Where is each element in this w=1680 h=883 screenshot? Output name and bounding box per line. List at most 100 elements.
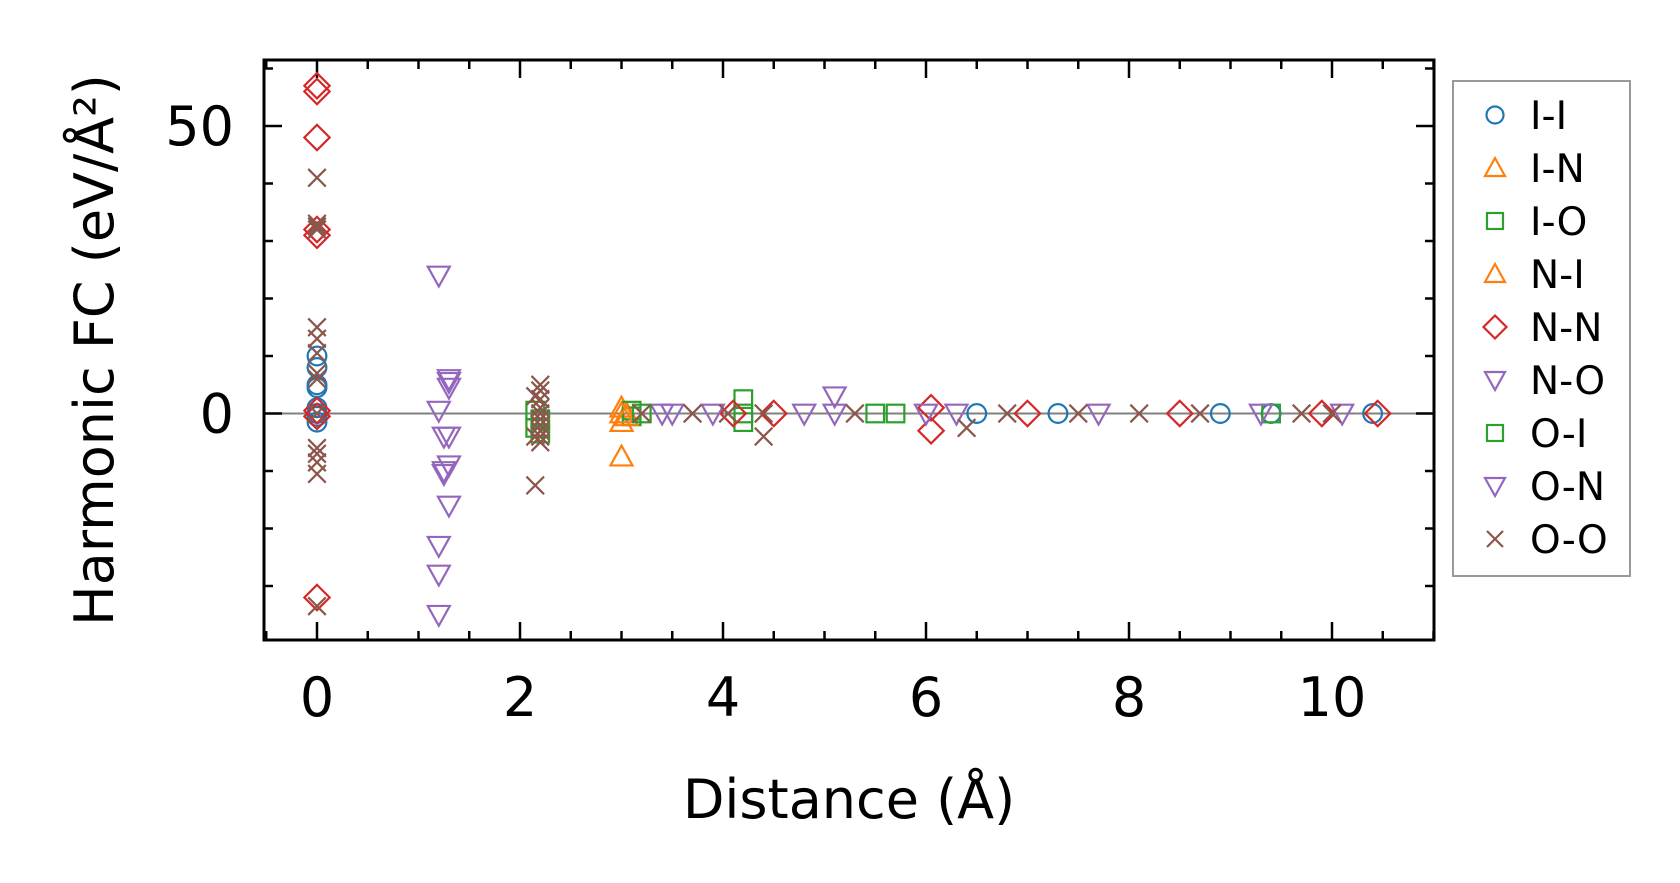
data-point	[733, 389, 754, 410]
legend-marker	[1485, 211, 1505, 231]
data-point	[436, 369, 462, 393]
data-point	[302, 123, 332, 152]
legend-marker	[1481, 313, 1509, 341]
plot-area: 0 2 4 6 8 10 0 50	[165, 58, 1436, 729]
data-point	[306, 357, 328, 378]
legend-marker	[1485, 423, 1505, 443]
legend-marker	[1485, 105, 1505, 125]
data-point	[608, 400, 635, 424]
data-point	[302, 71, 332, 100]
data-point	[1190, 403, 1210, 424]
x-tick-label: 2	[503, 666, 537, 729]
data-point	[425, 265, 452, 289]
data-point	[699, 403, 726, 427]
legend-label: I-O	[1530, 200, 1587, 245]
legend-label: I-I	[1530, 94, 1567, 139]
data-point	[307, 214, 327, 234]
data-point	[659, 403, 686, 427]
data-point	[821, 386, 848, 410]
data-point	[865, 403, 886, 424]
x-tick-label: 0	[300, 666, 334, 729]
legend-marker	[1483, 261, 1507, 284]
data-point	[307, 217, 327, 237]
series-o-i	[525, 400, 886, 438]
data-point	[1291, 403, 1312, 424]
data-point	[916, 416, 946, 445]
data-point	[307, 444, 327, 464]
data-point	[307, 596, 327, 616]
data-point	[431, 463, 457, 488]
data-point	[754, 403, 774, 424]
data-point	[302, 77, 332, 106]
x-tick-label: 6	[909, 666, 943, 729]
data-point	[307, 329, 327, 349]
data-point	[1248, 403, 1274, 427]
y-axis-ticks: 0 50	[165, 67, 1434, 588]
legend-frame	[1452, 80, 1631, 577]
data-point	[302, 402, 332, 431]
series-n-n	[302, 71, 1392, 612]
data-point	[307, 369, 327, 389]
data-point	[791, 403, 818, 427]
data-point	[525, 426, 545, 447]
data-markers	[302, 71, 1392, 629]
x-tick-label: 10	[1298, 666, 1367, 729]
plot-frame	[262, 58, 1436, 642]
data-point	[530, 389, 550, 409]
data-point	[1068, 403, 1088, 424]
legend-label: N-N	[1530, 306, 1602, 351]
data-point	[425, 535, 452, 560]
data-point	[957, 418, 977, 438]
data-point	[913, 403, 939, 427]
legend-label: N-I	[1530, 253, 1585, 298]
data-point	[759, 399, 788, 428]
legend-label: N-O	[1530, 359, 1605, 404]
data-point	[1307, 399, 1337, 428]
data-point	[1047, 403, 1069, 424]
legend-marker	[1486, 530, 1504, 548]
data-point	[302, 583, 332, 612]
data-point	[1013, 399, 1042, 428]
data-point	[821, 403, 848, 427]
data-point	[1209, 403, 1231, 424]
data-point	[306, 345, 328, 367]
data-point	[525, 475, 545, 495]
legend-items: I-I I-N I-O N-I N-N N-O O-I O-N O-O	[1481, 94, 1608, 563]
data-point	[916, 393, 946, 422]
data-point	[307, 363, 327, 383]
data-point	[307, 168, 327, 188]
x-tick-label: 4	[706, 666, 740, 729]
data-point	[436, 495, 462, 519]
data-point	[306, 405, 328, 427]
data-point	[307, 464, 327, 484]
data-point	[608, 443, 635, 467]
data-point	[845, 403, 865, 424]
data-point	[1165, 399, 1194, 428]
data-point	[966, 403, 988, 424]
legend-label: O-N	[1530, 465, 1605, 510]
data-point	[1129, 403, 1149, 424]
data-point	[307, 438, 327, 458]
data-point	[1085, 403, 1112, 427]
data-point	[530, 426, 550, 447]
legend-marker	[1483, 370, 1507, 393]
legend-marker	[1483, 155, 1507, 178]
series-o-n	[431, 369, 1112, 488]
data-point	[632, 403, 652, 424]
series-o-o	[307, 168, 1342, 616]
legend-label: O-I	[1530, 412, 1587, 457]
y-tick-label: 50	[165, 95, 234, 158]
legend-label: I-N	[1530, 147, 1585, 192]
data-point	[425, 604, 452, 629]
data-point	[754, 426, 774, 447]
data-point	[1363, 399, 1392, 428]
data-point	[1362, 403, 1384, 424]
x-tick-label: 8	[1112, 666, 1146, 729]
x-axis-ticks: 0 2 4 6 8 10	[265, 60, 1435, 729]
data-point	[307, 219, 327, 240]
data-point	[1322, 403, 1342, 424]
data-point	[431, 461, 457, 485]
data-point	[425, 400, 452, 424]
series-n-o	[425, 265, 1356, 629]
